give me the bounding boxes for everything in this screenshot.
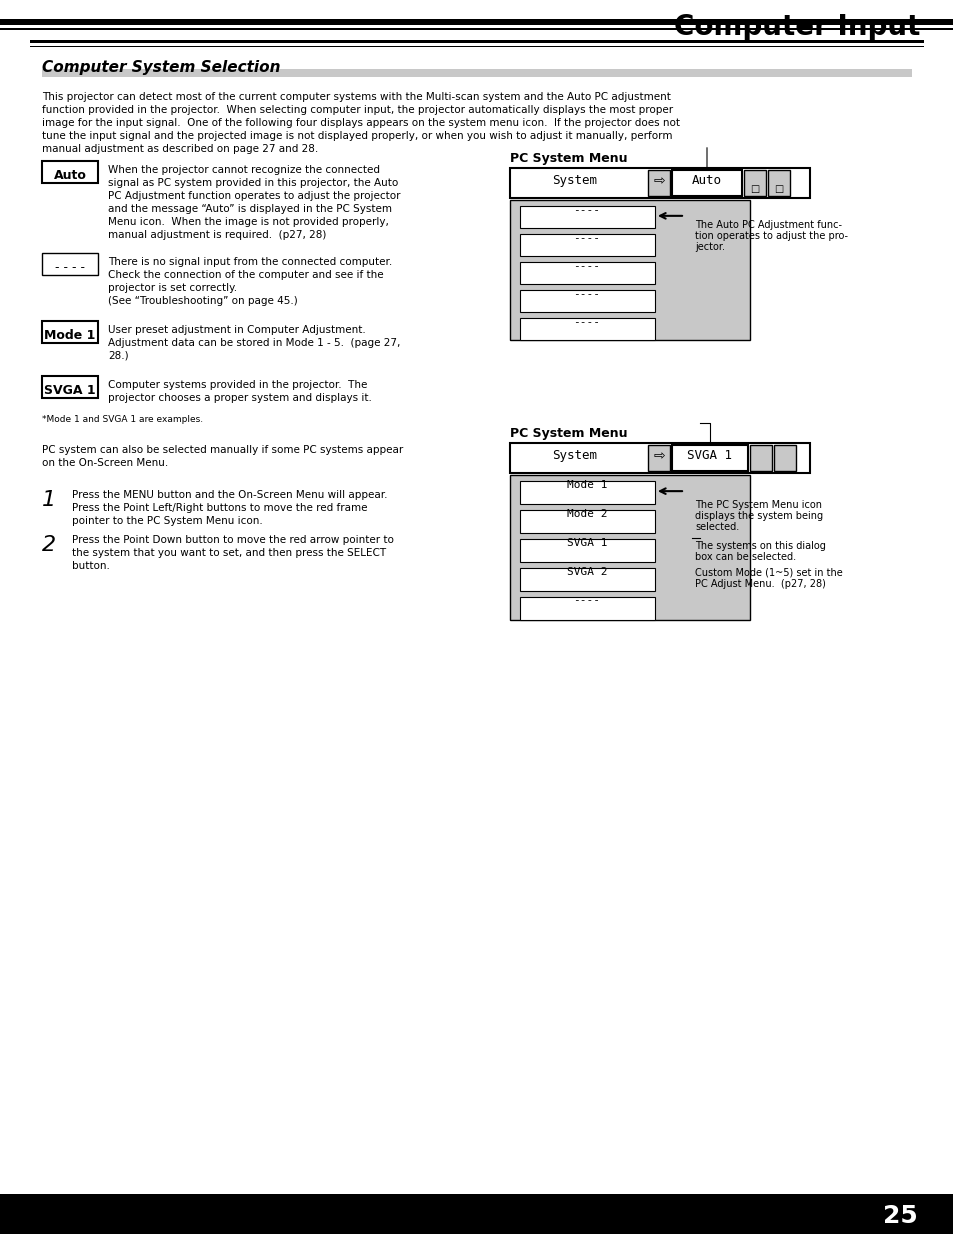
Bar (42, 375, 98, 398)
Text: PC Adjust Menu.  (p27, 28): PC Adjust Menu. (p27, 28) (695, 578, 825, 589)
Text: The systems on this dialog: The systems on this dialog (695, 541, 825, 551)
Text: The Auto PC Adjustment func-: The Auto PC Adjustment func- (695, 220, 841, 230)
Text: projector is set correctly.: projector is set correctly. (108, 283, 237, 293)
Bar (42, 253, 98, 275)
Bar (519, 290, 655, 311)
Text: PC System Menu: PC System Menu (510, 426, 627, 440)
Text: Auto: Auto (691, 174, 721, 186)
Text: System: System (552, 448, 597, 462)
Text: Mode 1: Mode 1 (44, 329, 95, 342)
Bar (749, 445, 771, 471)
Text: □: □ (750, 184, 759, 194)
Bar (510, 442, 809, 473)
Text: There is no signal input from the connected computer.: There is no signal input from the connec… (108, 257, 392, 267)
Text: and the message “Auto” is displayed in the PC System: and the message “Auto” is displayed in t… (108, 204, 392, 214)
Text: Computer System Selection: Computer System Selection (42, 61, 280, 75)
Text: User preset adjustment in Computer Adjustment.: User preset adjustment in Computer Adjus… (108, 325, 365, 335)
Text: (See “Troubleshooting” on page 45.): (See “Troubleshooting” on page 45.) (108, 296, 297, 306)
Text: 25: 25 (882, 1204, 917, 1228)
Text: □: □ (774, 184, 782, 194)
Bar (647, 445, 669, 471)
Text: Press the MENU button and the On-Screen Menu will appear.: Press the MENU button and the On-Screen … (71, 489, 387, 500)
Bar (773, 445, 795, 471)
Bar (510, 200, 749, 340)
Text: Menu icon.  When the image is not provided properly,: Menu icon. When the image is not provide… (108, 217, 389, 227)
Text: 28.): 28.) (108, 351, 129, 361)
Bar (42, 69, 911, 77)
Text: Press the Point Down button to move the red arrow pointer to: Press the Point Down button to move the … (71, 535, 394, 545)
Text: Auto: Auto (53, 169, 87, 182)
Text: When the projector cannot recognize the connected: When the projector cannot recognize the … (108, 165, 379, 175)
Bar (0, 28, 953, 30)
Bar (30, 40, 923, 43)
Text: ⇨: ⇨ (653, 174, 664, 188)
Bar (519, 233, 655, 256)
Text: Adjustment data can be stored in Mode 1 - 5.  (page 27,: Adjustment data can be stored in Mode 1 … (108, 337, 400, 348)
Text: PC Adjustment function operates to adjust the projector: PC Adjustment function operates to adjus… (108, 191, 400, 201)
Text: ----: ---- (573, 595, 599, 605)
Text: manual adjustment as described on page 27 and 28.: manual adjustment as described on page 2… (42, 144, 318, 154)
Text: PC system can also be selected manually if some PC systems appear: PC system can also be selected manually … (42, 445, 403, 454)
Text: ⇨: ⇨ (653, 448, 664, 463)
Text: ----: ---- (573, 205, 599, 215)
Bar (743, 170, 765, 196)
Text: 2: 2 (42, 535, 56, 555)
Text: System: System (552, 174, 597, 186)
Text: *Mode 1 and SVGA 1 are examples.: *Mode 1 and SVGA 1 are examples. (42, 415, 203, 424)
Text: button.: button. (71, 561, 110, 571)
Bar (519, 538, 655, 562)
Text: ----: ---- (573, 233, 599, 243)
Text: box can be selected.: box can be selected. (695, 552, 796, 562)
Text: the system that you want to set, and then press the SELECT: the system that you want to set, and the… (71, 547, 386, 557)
Bar (519, 317, 655, 340)
Text: ----: ---- (573, 316, 599, 327)
Bar (767, 170, 789, 196)
Bar (519, 568, 655, 590)
Text: Mode 2: Mode 2 (566, 509, 607, 519)
Bar (671, 170, 741, 196)
Bar (0, 19, 953, 25)
Text: tion operates to adjust the pro-: tion operates to adjust the pro- (695, 231, 847, 241)
Text: - - - -: - - - - (55, 261, 85, 274)
Text: SVGA 1: SVGA 1 (687, 448, 732, 462)
Bar (42, 161, 98, 183)
Bar (519, 597, 655, 620)
Text: selected.: selected. (695, 521, 739, 531)
Bar (519, 206, 655, 227)
Text: 1: 1 (42, 489, 56, 510)
Text: image for the input signal.  One of the following four displays appears on the s: image for the input signal. One of the f… (42, 117, 679, 128)
Text: SVGA 1: SVGA 1 (44, 384, 95, 396)
Text: projector chooses a proper system and displays it.: projector chooses a proper system and di… (108, 393, 372, 403)
Text: Press the Point Left/Right buttons to move the red frame: Press the Point Left/Right buttons to mo… (71, 503, 367, 513)
Text: ----: ---- (573, 289, 599, 299)
Text: jector.: jector. (695, 242, 724, 252)
Text: manual adjustment is required.  (p27, 28): manual adjustment is required. (p27, 28) (108, 230, 326, 240)
Text: signal as PC system provided in this projector, the Auto: signal as PC system provided in this pro… (108, 178, 397, 188)
Text: function provided in the projector.  When selecting computer input, the projecto: function provided in the projector. When… (42, 105, 673, 115)
Bar (510, 474, 749, 620)
Bar (510, 168, 809, 198)
Text: ----: ---- (573, 261, 599, 270)
Text: tune the input signal and the projected image is not displayed properly, or when: tune the input signal and the projected … (42, 131, 672, 141)
Text: pointer to the PC System Menu icon.: pointer to the PC System Menu icon. (71, 516, 262, 526)
Text: SVGA 1: SVGA 1 (566, 537, 607, 547)
Text: SVGA 2: SVGA 2 (566, 567, 607, 577)
Bar (519, 480, 655, 504)
Text: displays the system being: displays the system being (695, 510, 822, 521)
Text: on the On-Screen Menu.: on the On-Screen Menu. (42, 458, 168, 468)
Bar (519, 262, 655, 284)
Bar (647, 170, 669, 196)
Text: Mode 1: Mode 1 (566, 479, 607, 489)
Bar (671, 445, 747, 471)
Text: PC System Menu: PC System Menu (510, 152, 627, 165)
Text: This projector can detect most of the current computer systems with the Multi-sc: This projector can detect most of the cu… (42, 91, 670, 103)
Bar (42, 321, 98, 343)
Bar (519, 510, 655, 532)
Text: The PC System Menu icon: The PC System Menu icon (695, 500, 821, 510)
Bar (0, 1194, 953, 1234)
Text: Computer Input: Computer Input (673, 14, 919, 41)
Text: Check the connection of the computer and see if the: Check the connection of the computer and… (108, 269, 383, 280)
Text: Computer systems provided in the projector.  The: Computer systems provided in the project… (108, 379, 367, 390)
Text: Custom Mode (1~5) set in the: Custom Mode (1~5) set in the (695, 568, 841, 578)
